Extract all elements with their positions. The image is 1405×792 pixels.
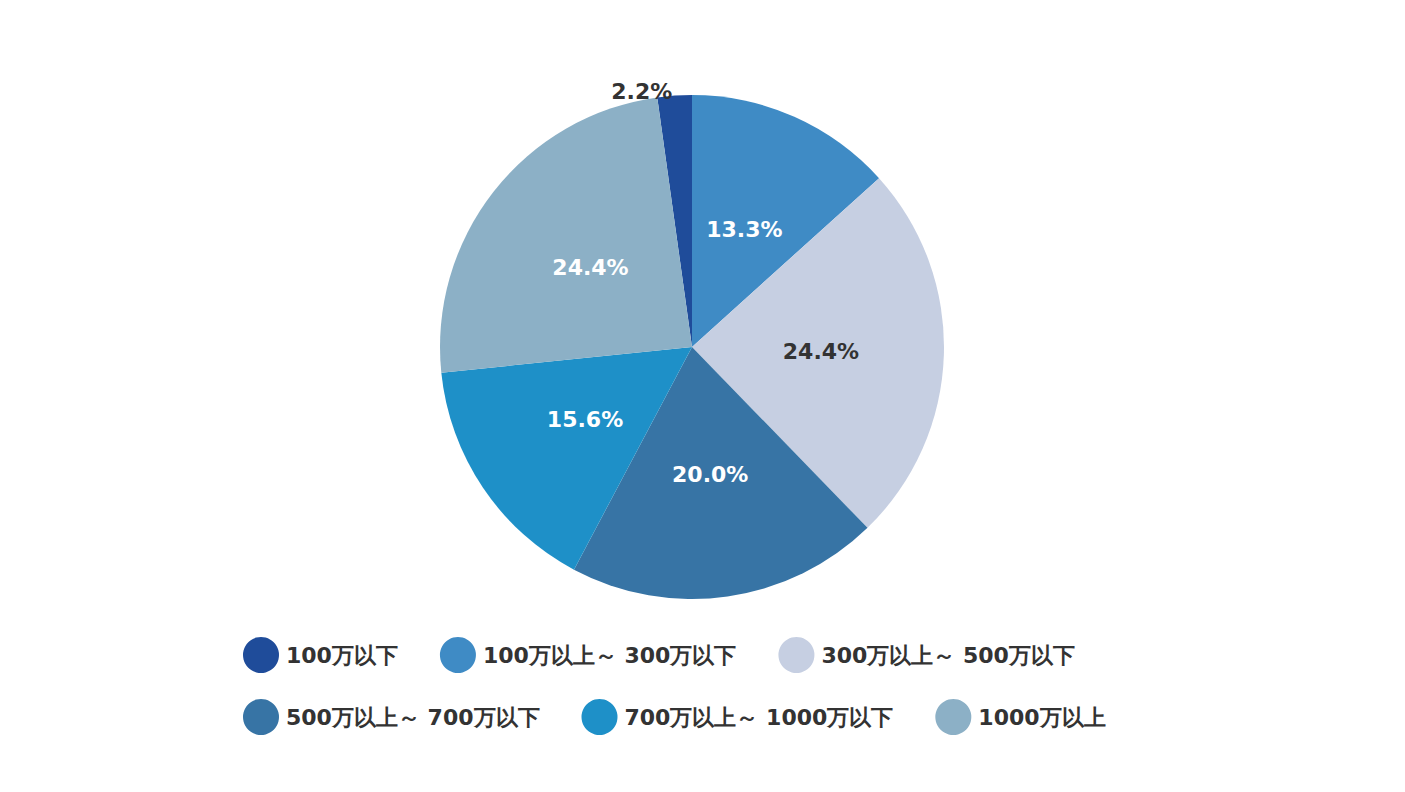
svg-text:15.6%: 15.6%	[547, 407, 623, 432]
svg-text:13.3%: 13.3%	[706, 217, 782, 242]
svg-text:100万以上～ 300万以下: 100万以上～ 300万以下	[483, 643, 737, 668]
svg-text:2.2%: 2.2%	[611, 79, 672, 104]
svg-text:20.0%: 20.0%	[672, 462, 748, 487]
svg-text:24.4%: 24.4%	[783, 339, 859, 364]
svg-text:1000万以上: 1000万以上	[978, 705, 1105, 730]
svg-text:24.4%: 24.4%	[552, 255, 628, 280]
svg-text:500万以上～ 700万以下: 500万以上～ 700万以下	[286, 705, 540, 730]
svg-text:700万以上～ 1000万以下: 700万以上～ 1000万以下	[625, 705, 894, 730]
svg-text:100万以下: 100万以下	[286, 643, 398, 668]
svg-text:300万以上～ 500万以下: 300万以上～ 500万以下	[821, 643, 1075, 668]
